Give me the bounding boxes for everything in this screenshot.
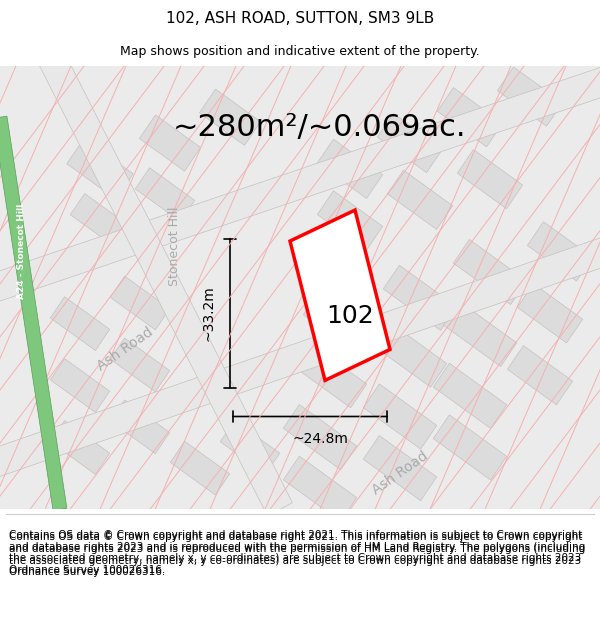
Polygon shape xyxy=(527,222,593,281)
Polygon shape xyxy=(443,301,517,366)
Polygon shape xyxy=(283,404,357,470)
Polygon shape xyxy=(110,400,170,454)
Polygon shape xyxy=(0,116,67,511)
Polygon shape xyxy=(38,49,292,516)
Polygon shape xyxy=(0,62,600,306)
Polygon shape xyxy=(0,232,600,482)
Text: 102: 102 xyxy=(326,304,374,328)
Text: Contains OS data © Crown copyright and database right 2021. This information is : Contains OS data © Crown copyright and d… xyxy=(9,530,585,575)
Polygon shape xyxy=(50,297,110,351)
Polygon shape xyxy=(457,149,523,209)
Text: Map shows position and indicative extent of the property.: Map shows position and indicative extent… xyxy=(120,45,480,58)
Polygon shape xyxy=(293,342,367,408)
Polygon shape xyxy=(517,284,583,343)
Polygon shape xyxy=(388,170,452,229)
Polygon shape xyxy=(50,359,110,413)
Polygon shape xyxy=(170,441,230,495)
Polygon shape xyxy=(283,456,357,521)
Text: A24 - Stonecot Hill: A24 - Stonecot Hill xyxy=(17,204,26,299)
Polygon shape xyxy=(220,421,280,474)
Polygon shape xyxy=(67,138,133,199)
Polygon shape xyxy=(199,89,260,146)
Text: Ash Road: Ash Road xyxy=(370,449,431,498)
Text: Ash Road: Ash Road xyxy=(94,325,155,374)
Polygon shape xyxy=(139,115,200,171)
Polygon shape xyxy=(383,265,457,331)
Polygon shape xyxy=(363,436,437,501)
Text: ~280m²/~0.069ac.: ~280m²/~0.069ac. xyxy=(173,113,467,142)
Polygon shape xyxy=(317,139,383,198)
Polygon shape xyxy=(497,67,563,126)
Text: ~33.2m: ~33.2m xyxy=(201,286,215,341)
Polygon shape xyxy=(136,168,194,221)
Polygon shape xyxy=(303,291,377,356)
Text: ~24.8m: ~24.8m xyxy=(292,432,348,446)
Text: Contains OS data © Crown copyright and database right 2021. This information is : Contains OS data © Crown copyright and d… xyxy=(9,532,585,578)
Polygon shape xyxy=(110,338,170,392)
Polygon shape xyxy=(317,191,383,250)
Polygon shape xyxy=(373,322,447,387)
Text: 102, ASH ROAD, SUTTON, SM3 9LB: 102, ASH ROAD, SUTTON, SM3 9LB xyxy=(166,11,434,26)
Polygon shape xyxy=(50,421,110,474)
Polygon shape xyxy=(433,415,507,480)
Polygon shape xyxy=(377,113,443,173)
Polygon shape xyxy=(110,276,170,330)
Polygon shape xyxy=(433,363,507,428)
Polygon shape xyxy=(508,346,572,405)
Polygon shape xyxy=(437,88,503,147)
Polygon shape xyxy=(290,210,390,381)
Polygon shape xyxy=(70,194,130,248)
Polygon shape xyxy=(363,384,437,449)
Text: Stonecot Hill: Stonecot Hill xyxy=(169,206,182,286)
Polygon shape xyxy=(453,239,527,304)
